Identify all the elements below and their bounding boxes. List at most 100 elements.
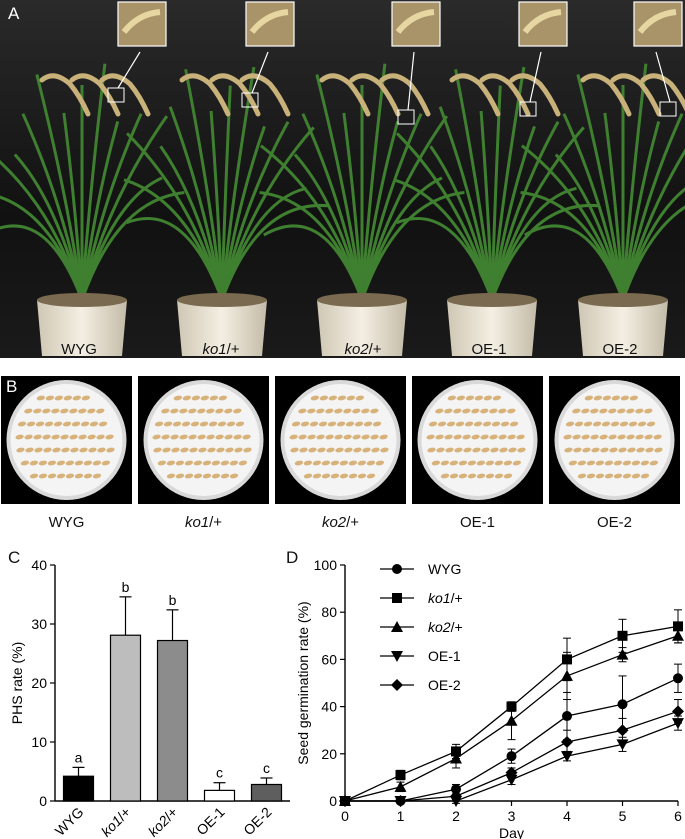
seed [17, 421, 27, 427]
seed [609, 447, 618, 453]
seed [586, 473, 596, 479]
seed [503, 460, 512, 466]
seed [586, 460, 595, 466]
dish-label: OE-2 [596, 514, 632, 531]
y-tick-label: 80 [321, 604, 337, 620]
seed [47, 460, 56, 466]
seed [206, 408, 215, 414]
plant-photo-illustration [0, 1, 685, 356]
seed [591, 447, 600, 453]
rice-leaf [360, 191, 465, 301]
seed [465, 395, 474, 401]
seed [334, 434, 343, 440]
seed [307, 408, 316, 414]
seed [498, 434, 507, 440]
rice-panicle [179, 73, 231, 117]
seed [339, 460, 348, 466]
seed-dish-illustration [280, 380, 401, 500]
seed [507, 408, 516, 414]
seed [345, 421, 355, 427]
seed [153, 447, 162, 453]
zoom-source-box [659, 101, 677, 117]
seed [379, 434, 388, 440]
seed [321, 460, 330, 466]
seed [352, 408, 361, 414]
seed [208, 421, 218, 427]
seed [224, 434, 233, 440]
seed [628, 421, 638, 427]
seed [215, 408, 224, 414]
zoom-grain [249, 9, 289, 34]
seed [309, 421, 319, 427]
x-tick-label: OE-1 [193, 804, 228, 839]
legend-marker [392, 564, 402, 574]
seed [467, 473, 477, 479]
seed [79, 447, 88, 453]
data-point [617, 630, 628, 641]
seed [617, 408, 626, 414]
rice-panicle [319, 73, 371, 117]
legend-marker [391, 651, 403, 662]
seed [446, 421, 456, 427]
seed [330, 473, 340, 479]
rice-leaf [220, 125, 266, 301]
rice-leaf [603, 112, 625, 301]
seed [181, 421, 191, 427]
seed [51, 408, 60, 414]
seed [649, 460, 658, 466]
seed [325, 408, 334, 414]
seed [357, 473, 367, 479]
data-point [506, 751, 517, 762]
data-point [394, 795, 407, 807]
data-point [450, 790, 462, 803]
seed [62, 421, 72, 427]
seed [42, 434, 51, 440]
seed [53, 421, 63, 427]
seed [226, 421, 236, 427]
seed [198, 447, 207, 453]
seed [516, 434, 525, 440]
pot [447, 300, 537, 356]
seed [179, 408, 188, 414]
seed-dish-illustration [6, 380, 127, 500]
seed [339, 473, 349, 479]
seed [517, 447, 526, 453]
dish-paper [558, 384, 671, 496]
seed [294, 460, 303, 466]
rice-leaf [621, 205, 685, 301]
seed [89, 421, 99, 427]
seed [572, 408, 581, 414]
pot [37, 300, 127, 356]
rice-plant [123, 1, 329, 356]
rice-leaf [80, 191, 185, 301]
seed [317, 447, 326, 453]
rice-leaf [80, 176, 163, 301]
seed [307, 434, 316, 440]
seed [462, 408, 471, 414]
seed [375, 460, 384, 466]
rice-leaf [360, 176, 443, 301]
rice-leaf [80, 121, 120, 301]
seed-dish-photo [275, 376, 406, 504]
seed [69, 434, 78, 440]
rice-leaf [438, 106, 494, 301]
seed [581, 408, 590, 414]
seed [636, 447, 645, 453]
seed [33, 434, 42, 440]
zoom-inset [117, 1, 167, 47]
seed [366, 460, 375, 466]
pot-label: ko2/+ [344, 341, 382, 358]
y-tick-label: 20 [321, 746, 337, 762]
seed [216, 447, 225, 453]
seed [243, 447, 252, 453]
seed [613, 473, 623, 479]
seed [78, 434, 87, 440]
seed [599, 434, 608, 440]
zoom-grain [121, 9, 161, 34]
seed [80, 421, 90, 427]
seed [96, 434, 105, 440]
seed [481, 447, 490, 453]
seed [427, 447, 436, 453]
seed [162, 447, 171, 453]
seed [189, 447, 198, 453]
